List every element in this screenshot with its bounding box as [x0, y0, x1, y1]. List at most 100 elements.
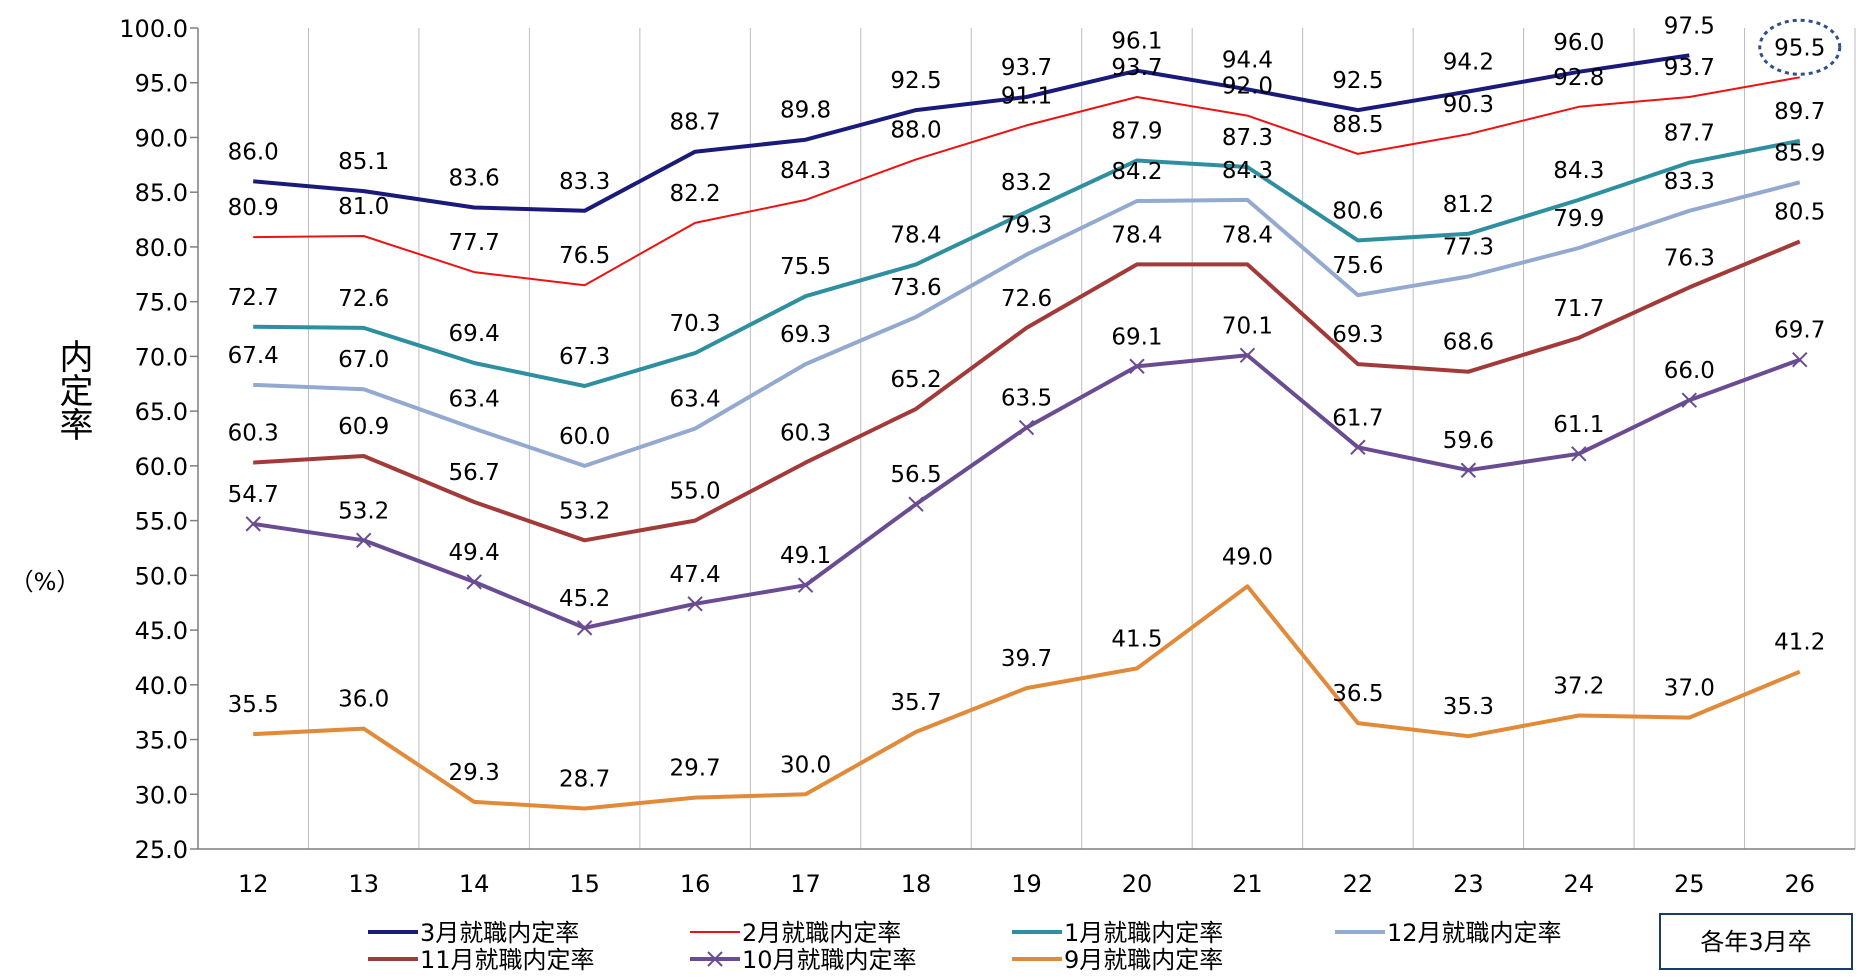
data-point-marker: [1129, 358, 1145, 374]
data-label: 81.2: [1443, 192, 1494, 218]
data-label: 72.6: [338, 286, 389, 312]
data-label: 45.2: [559, 586, 610, 612]
data-label: 56.7: [449, 460, 500, 486]
series-line-3: [253, 180, 1801, 468]
y-tick-label: 35.0: [135, 727, 188, 755]
data-label: 92.8: [1553, 65, 1604, 91]
data-label: 73.6: [890, 275, 941, 301]
x-tick-label: 20: [1122, 870, 1153, 898]
data-label: 93.7: [1001, 55, 1052, 81]
data-point-marker: [797, 577, 814, 593]
data-label: 69.7: [1774, 318, 1825, 344]
y-tick-label: 85.0: [135, 179, 188, 207]
data-label: 87.7: [1664, 121, 1715, 147]
data-label: 78.4: [1222, 222, 1273, 248]
data-label: 77.3: [1443, 234, 1494, 260]
data-label: 92.0: [1222, 74, 1273, 100]
x-tick-label: 25: [1674, 870, 1705, 898]
data-label: 63.4: [669, 387, 720, 413]
data-point-marker: [1018, 419, 1035, 436]
data-label: 35.7: [890, 690, 941, 716]
data-label: 69.4: [449, 321, 500, 347]
y-tick-label: 65.0: [135, 398, 188, 426]
y-tick-label: 50.0: [135, 562, 188, 590]
y-tick-label: 75.0: [135, 289, 188, 317]
x-tick-label: 22: [1343, 870, 1374, 898]
data-label: 78.4: [890, 222, 941, 248]
data-point-marker: [1681, 392, 1698, 408]
data-point-marker: [1792, 351, 1808, 368]
data-label: 36.0: [338, 687, 389, 713]
data-label: 69.1: [1111, 324, 1162, 350]
data-label: 37.0: [1664, 676, 1715, 702]
data-point-marker: [1239, 347, 1256, 364]
highlight-ellipse: [1758, 18, 1842, 76]
data-label: 83.3: [1664, 169, 1715, 195]
data-label: 68.6: [1443, 330, 1494, 356]
x-tick-label: 24: [1564, 870, 1595, 898]
data-label: 60.0: [559, 424, 610, 450]
data-label: 86.0: [228, 139, 279, 165]
data-point-marker: [687, 596, 703, 612]
data-label: 84.3: [1222, 158, 1273, 184]
data-label: 66.0: [1664, 358, 1715, 384]
data-label: 63.4: [449, 387, 500, 413]
data-label: 35.3: [1443, 694, 1494, 720]
data-label: 85.1: [338, 149, 389, 175]
data-label: 70.1: [1222, 313, 1273, 339]
highlight-circle: [1758, 18, 1842, 76]
data-label: 60.9: [338, 414, 389, 440]
data-label: 75.5: [780, 254, 831, 280]
series-line-0: [253, 53, 1690, 213]
x-tick-label: 13: [348, 870, 379, 898]
data-label: 61.1: [1553, 412, 1604, 438]
series-line-2: [253, 138, 1801, 388]
grid-lines: [197, 28, 1856, 849]
data-label: 84.2: [1111, 159, 1162, 185]
data-label: 65.2: [890, 367, 941, 393]
x-tick-label: 14: [459, 870, 490, 898]
data-label: 67.4: [228, 343, 279, 369]
data-label: 60.3: [228, 421, 279, 447]
x-tick-label: 19: [1011, 870, 1042, 898]
data-label: 84.3: [780, 158, 831, 184]
note-text: 各年3月卒: [1700, 928, 1811, 956]
data-label: 55.0: [669, 479, 720, 505]
data-label: 67.0: [338, 347, 389, 373]
data-label: 53.2: [338, 498, 389, 524]
x-tick-label: 17: [790, 870, 821, 898]
data-label: 69.3: [1332, 322, 1383, 348]
data-label: 49.4: [449, 540, 500, 566]
data-label: 81.0: [338, 194, 389, 220]
y-tick-label: 40.0: [135, 672, 188, 700]
data-point-marker: [908, 496, 924, 512]
data-label: 87.3: [1222, 125, 1273, 151]
data-label: 79.9: [1553, 206, 1604, 232]
series-line-6: [253, 584, 1801, 811]
data-label: 71.7: [1553, 296, 1604, 322]
data-point-marker: [466, 574, 482, 590]
data-label: 91.1: [1001, 83, 1052, 109]
data-label: 49.1: [780, 543, 831, 569]
data-label: 49.0: [1222, 544, 1273, 570]
data-label: 77.7: [449, 230, 500, 256]
data-label: 37.2: [1553, 673, 1604, 699]
data-point-marker: [1350, 439, 1366, 455]
data-point-marker: [1571, 446, 1587, 462]
data-point-marker: [1460, 462, 1477, 478]
data-label: 88.5: [1332, 112, 1383, 138]
data-label: 29.7: [669, 756, 720, 782]
data-label: 41.5: [1111, 626, 1162, 652]
legend-label: 3月就職内定率: [420, 919, 579, 947]
y-tick-label: 80.0: [135, 234, 188, 262]
data-label: 80.5: [1774, 199, 1825, 225]
data-labels: 86.0 85.183.6 83.388.7 89.892.593.796.194.4…: [228, 13, 1826, 792]
x-tick-label: 26: [1784, 870, 1815, 898]
data-label: 72.7: [228, 285, 279, 311]
data-label: 79.3: [1001, 213, 1052, 239]
legend-label: 9月就職内定率: [1064, 946, 1223, 974]
data-point-marker: [245, 516, 261, 532]
data-label: 28.7: [559, 766, 610, 792]
y-tick-labels: 25.0 30.0 35.0 40.0 45.0 50.0 55.0 60.0 65.0 70.0…: [119, 15, 188, 864]
data-label: 93.7: [1664, 55, 1715, 81]
